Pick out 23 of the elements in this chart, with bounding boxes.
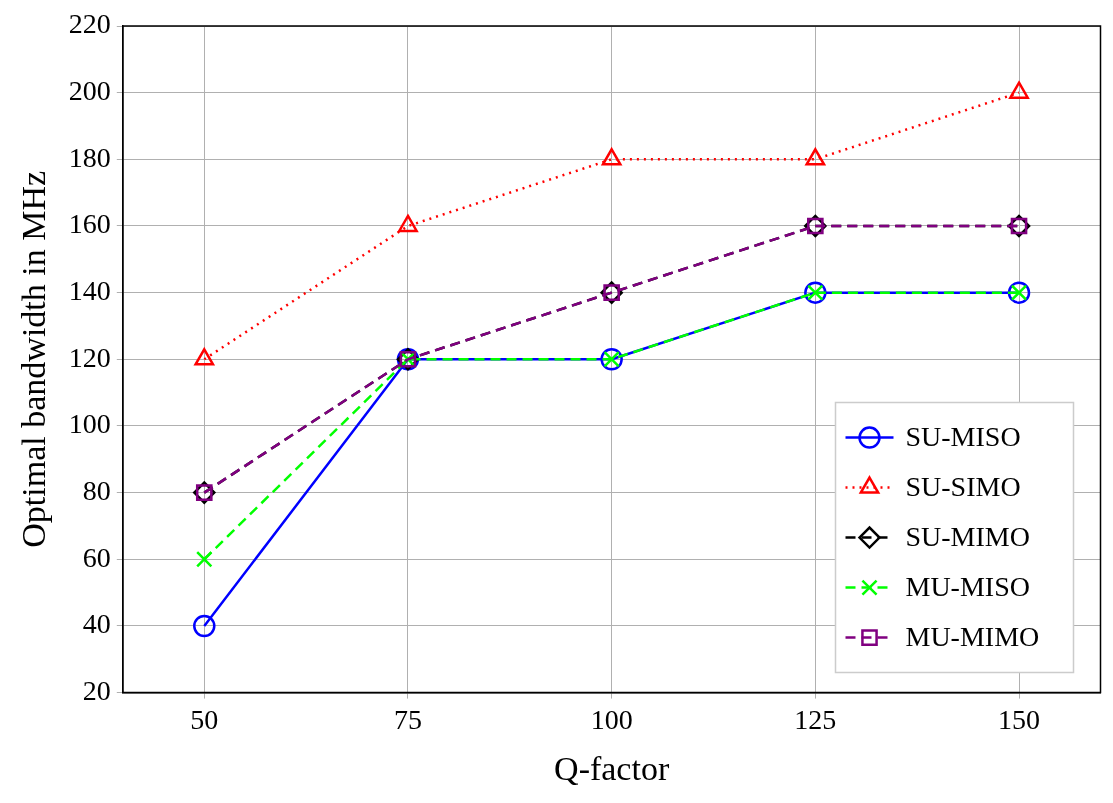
x-tick-label: 150 — [998, 703, 1041, 735]
legend-label: SU-SIMO — [905, 470, 1021, 502]
y-tick-label: 20 — [82, 674, 111, 706]
y-tick-label: 200 — [68, 75, 111, 107]
y-tick-label: 40 — [82, 608, 111, 640]
legend-label: SU-MISO — [905, 420, 1021, 452]
y-tick-label: 100 — [68, 408, 111, 440]
y-tick-label: 120 — [68, 341, 111, 373]
x-tick-label: 100 — [590, 703, 633, 735]
legend-label: MU-MISO — [905, 570, 1030, 602]
y-axis-title: Optimal bandwidth in MHz — [15, 170, 53, 548]
y-tick-label: 60 — [82, 541, 111, 573]
y-tick-label: 140 — [68, 275, 111, 306]
legend-label: SU-MIMO — [905, 520, 1030, 552]
x-tick-label: 125 — [794, 703, 837, 735]
y-tick-label: 160 — [68, 208, 111, 240]
y-tick-label: 180 — [68, 141, 111, 173]
x-tick-label: 75 — [393, 703, 422, 735]
x-tick-label: 50 — [190, 703, 219, 735]
x-axis-title: Q-factor — [554, 749, 670, 787]
y-tick-label: 80 — [82, 474, 111, 506]
y-tick-label: 220 — [68, 8, 111, 40]
legend-label: MU-MIMO — [905, 620, 1040, 652]
